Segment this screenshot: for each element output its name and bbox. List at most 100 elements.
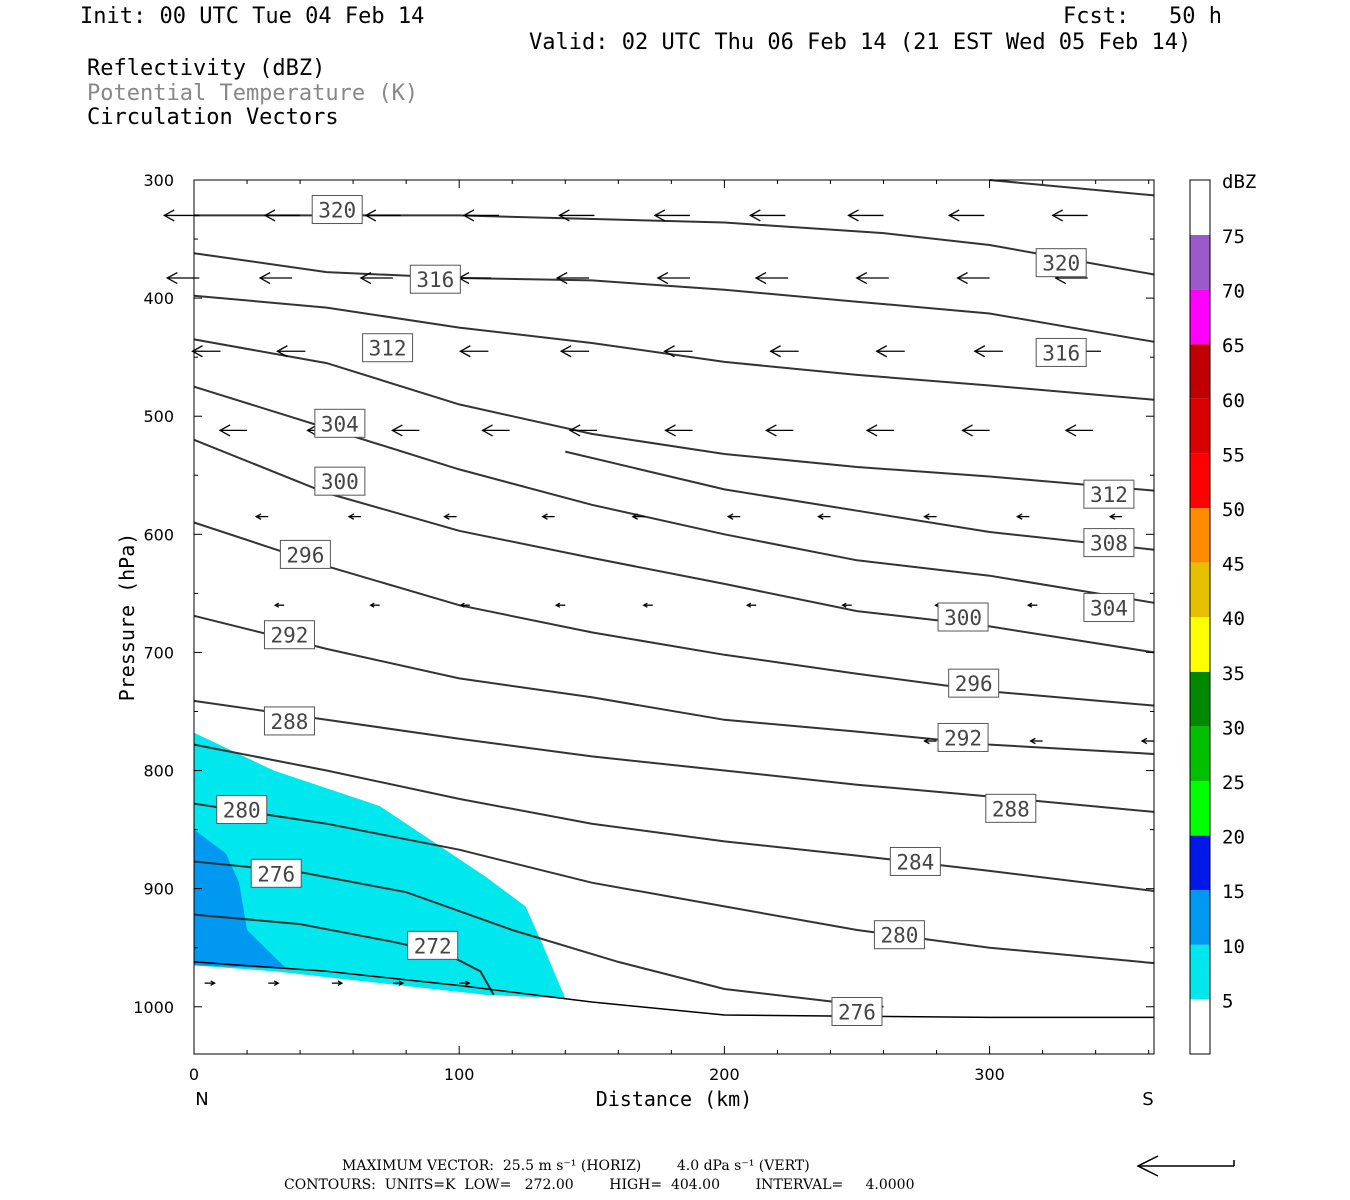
south-label: S (1142, 1089, 1153, 1110)
colorbar-swatch (1190, 726, 1210, 781)
svg-text:276: 276 (257, 862, 295, 886)
svg-text:284: 284 (896, 850, 934, 874)
colorbar-tick-label: 45 (1222, 554, 1245, 576)
circulation-vector (359, 271, 393, 285)
circulation-vector (875, 345, 905, 358)
svg-text:296: 296 (286, 543, 324, 567)
theta-label-292: 292 (937, 722, 989, 752)
circulation-vector (263, 209, 301, 222)
colorbar-tick-label: 50 (1222, 499, 1245, 521)
colorbar: 5 10 15 20 25 30 35 40 45 50 55 60 65 70 75 dBZ (1189, 171, 1256, 1055)
y-tick-label: 600 (143, 525, 174, 544)
theta-contour-308 (565, 450, 1155, 551)
y-tick-label: 800 (143, 762, 174, 781)
circulation-vector (162, 209, 200, 222)
circulation-vector (817, 513, 831, 520)
colorbar-tick-label: 5 (1222, 990, 1233, 1012)
circulation-vector (554, 602, 566, 608)
theta-contour-316 (193, 294, 1155, 401)
theta-label-296: 296 (279, 539, 331, 569)
theta-contour-280 (193, 802, 1155, 965)
circulation-vector (268, 980, 280, 986)
svg-text:288: 288 (271, 710, 309, 734)
circulation-vector (973, 345, 1003, 358)
circulation-vector (541, 513, 555, 520)
svg-text:300: 300 (944, 606, 982, 630)
theta-label-280: 280 (216, 795, 268, 825)
colorbar-swatch (1190, 944, 1210, 1000)
circulation-vector (754, 271, 789, 285)
svg-text:304: 304 (321, 412, 359, 436)
circulation-vector (462, 209, 499, 222)
y-tick-label: 700 (143, 643, 174, 662)
svg-text:316: 316 (416, 268, 454, 292)
colorbar-tick-label: 30 (1222, 717, 1245, 739)
theta-label-280: 280 (873, 920, 925, 950)
y-tick-label: 400 (143, 289, 174, 308)
theta-contour-324 (194, 214, 1155, 276)
circulation-vector (769, 345, 799, 358)
theta-label-288: 288 (985, 793, 1037, 823)
field-vectors: Circulation Vectors (87, 105, 339, 130)
colorbar-swatch (1190, 398, 1210, 454)
circulation-vector (191, 345, 221, 358)
theta-contour-292 (193, 614, 1155, 755)
svg-text:320: 320 (1042, 252, 1080, 276)
circulation-vector (165, 271, 200, 285)
theta-contour-284 (193, 743, 1155, 892)
terrain (193, 961, 1154, 1019)
svg-text:320: 320 (318, 199, 356, 223)
x-tick-label: 200 (709, 1065, 740, 1084)
colorbar-swatch (1190, 781, 1210, 836)
svg-text:280: 280 (880, 924, 918, 948)
north-label: N (195, 1089, 208, 1110)
circulation-vector (764, 424, 794, 437)
svg-text:296: 296 (955, 672, 993, 696)
circulation-vector (1064, 424, 1094, 437)
circulation-vector (653, 209, 690, 222)
reflectivity-fill (194, 732, 566, 999)
svg-text:276: 276 (838, 1000, 876, 1024)
theta-contour-288 (193, 699, 1155, 813)
colorbar-swatch (1190, 671, 1210, 727)
svg-text:272: 272 (414, 934, 452, 958)
svg-text:292: 292 (944, 726, 982, 750)
circulation-vector (663, 345, 693, 358)
svg-text:312: 312 (1090, 483, 1128, 507)
circulation-vector (865, 424, 895, 437)
colorbar-tick-label: 35 (1222, 663, 1245, 685)
valid-time: Valid: 02 UTC Thu 06 Feb 14 (21 EST Wed … (529, 30, 1192, 55)
colorbar-tick-label: 65 (1222, 335, 1245, 357)
theta-contour-328 (989, 179, 1155, 197)
colorbar-frame (1189, 179, 1211, 1055)
svg-text:312: 312 (369, 337, 407, 361)
theta-label-304: 304 (1083, 593, 1135, 623)
svg-text:292: 292 (271, 624, 309, 648)
circulation-vector (1026, 602, 1038, 608)
theta-contour-276 (193, 860, 884, 1008)
circulation-vector (726, 513, 741, 520)
theta-label-320: 320 (311, 195, 363, 225)
theta-label-320: 320 (1035, 248, 1087, 278)
circulation-vector (218, 424, 248, 437)
contour-info-note: CONTOURS: UNITS=K LOW= 272.00 HIGH= 404.… (284, 1177, 915, 1193)
circulation-vector (459, 345, 489, 358)
circulation-vector (923, 513, 937, 520)
y-tick-label: 900 (143, 880, 174, 899)
svg-text:300: 300 (321, 470, 359, 494)
theta-label-276: 276 (250, 858, 302, 888)
theta-label-284: 284 (889, 846, 941, 876)
circulation-vector (555, 271, 590, 285)
contour-labels: 272 276 276 280 280 284 288 288 292 292 296 296 300 3… (216, 195, 1135, 1026)
colorbar-title: dBZ (1222, 171, 1256, 193)
x-tick-label: 300 (974, 1065, 1005, 1084)
circulation-vector (1140, 737, 1154, 745)
circulation-vector (1016, 513, 1030, 520)
y-axis-title: Pressure (hPa) (115, 533, 139, 702)
circulation-vector (331, 980, 344, 986)
svg-text:288: 288 (992, 797, 1030, 821)
colorbar-tick-label: 40 (1222, 608, 1245, 630)
circulation-vector (347, 513, 362, 520)
colorbar-tick-label: 55 (1222, 444, 1245, 466)
